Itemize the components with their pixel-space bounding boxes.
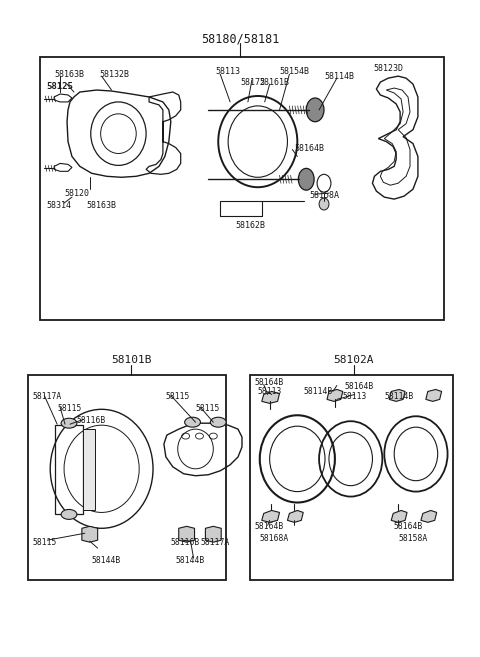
Text: 58114B: 58114B (384, 392, 414, 401)
Ellipse shape (306, 98, 324, 122)
Polygon shape (82, 526, 97, 542)
Text: 58163B: 58163B (87, 201, 117, 210)
Ellipse shape (185, 417, 201, 427)
Text: 58164B: 58164B (255, 378, 284, 386)
Text: 58144B: 58144B (92, 556, 121, 565)
Text: 58163B: 58163B (54, 70, 84, 79)
Polygon shape (426, 390, 442, 401)
Ellipse shape (61, 509, 77, 520)
Text: 58164B: 58164B (255, 522, 284, 532)
Bar (40, 57, 444, 320)
Text: 58114B: 58114B (303, 388, 333, 396)
Ellipse shape (61, 419, 77, 428)
Text: 58172: 58172 (240, 78, 265, 87)
Text: 58125: 58125 (46, 82, 73, 91)
Text: 58314: 58314 (46, 201, 71, 210)
Polygon shape (262, 510, 279, 522)
Polygon shape (205, 526, 221, 542)
Text: 58113: 58113 (258, 388, 282, 396)
Polygon shape (179, 526, 194, 542)
Text: 58101B: 58101B (111, 355, 152, 365)
Text: 58123D: 58123D (373, 64, 403, 73)
Text: 58102A: 58102A (334, 355, 374, 365)
Text: 58116B: 58116B (171, 538, 200, 547)
Text: 58168A: 58168A (260, 534, 289, 543)
Ellipse shape (210, 417, 226, 427)
Text: 58164B: 58164B (393, 522, 422, 532)
Text: 58115: 58115 (33, 538, 57, 547)
Polygon shape (421, 510, 437, 522)
Text: 58164B: 58164B (294, 144, 324, 152)
Text: 58164B: 58164B (345, 382, 374, 390)
Text: 58113: 58113 (343, 392, 367, 401)
Text: 58115: 58115 (195, 404, 220, 413)
Polygon shape (288, 510, 303, 522)
Text: 58120: 58120 (64, 189, 89, 198)
Text: 58158A: 58158A (398, 534, 427, 543)
Text: 58158A: 58158A (309, 191, 339, 200)
Text: 58115: 58115 (57, 404, 82, 413)
Polygon shape (389, 390, 405, 401)
Text: 58144B: 58144B (176, 556, 205, 565)
Ellipse shape (298, 168, 314, 190)
Bar (83, 429, 95, 510)
Text: 58117A: 58117A (33, 392, 62, 401)
Text: 58116B: 58116B (77, 417, 106, 425)
Bar (28, 374, 226, 580)
Text: 58162B: 58162B (235, 221, 265, 230)
Ellipse shape (319, 198, 329, 210)
Polygon shape (391, 510, 407, 522)
Text: 58113: 58113 (216, 67, 240, 76)
Bar (250, 374, 453, 580)
Text: 58115: 58115 (166, 392, 190, 401)
Bar (55, 425, 83, 514)
Text: 58114B: 58114B (324, 72, 354, 81)
Text: 58180/58181: 58180/58181 (201, 33, 279, 45)
Text: 58154B: 58154B (279, 67, 310, 76)
Polygon shape (262, 392, 279, 403)
Text: 58161B: 58161B (260, 78, 290, 87)
Text: 58132B: 58132B (100, 70, 130, 79)
Text: 58117A: 58117A (201, 538, 230, 547)
Polygon shape (327, 390, 343, 401)
